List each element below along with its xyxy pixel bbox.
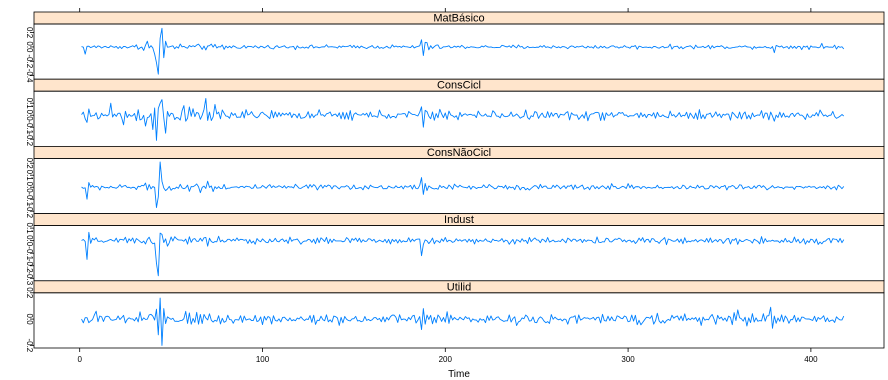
panel-1: ConsCicl 0.10.0-0.1-0.2 — [25, 78, 885, 147]
y-tick-label: -0.2 — [25, 54, 34, 68]
y-tick-label: 0.2 — [25, 287, 34, 299]
y-tick-label: 0.0 — [25, 110, 34, 122]
panel-strip-label: ConsNãoCicl — [427, 147, 491, 159]
x-tick-label: 400 — [804, 355, 818, 364]
x-tick-label: 0 — [77, 355, 82, 364]
y-tick-label: -0.4 — [25, 69, 34, 83]
x-tick-label: 100 — [256, 355, 270, 364]
series-line-1 — [81, 97, 845, 141]
y-tick-label: 0.0 — [25, 235, 34, 247]
panel-2: ConsNãoCicl 0.20.10.0-0.1-0.2 — [25, 145, 885, 219]
panel-0: MatBásico 0.2 0.0-0.2-0.4 — [25, 11, 885, 83]
y-tick-label: 0.1 — [25, 170, 34, 182]
x-tick-label: 200 — [439, 355, 453, 364]
y-tick-label: -0.1 — [25, 246, 34, 260]
panel-strip-label: Indust — [444, 214, 474, 226]
panel-strip-label: ConsCicl — [437, 80, 481, 92]
y-tick-label: 0.0 — [25, 182, 34, 194]
x-tick-label: 300 — [621, 355, 635, 364]
series-line-0 — [81, 27, 845, 75]
y-tick-label: -0.1 — [25, 192, 34, 206]
panel-strip-label: MatBásico — [433, 13, 484, 25]
y-tick-label: 0.0 — [25, 314, 34, 326]
y-tick-label: -0.2 — [25, 259, 34, 273]
panel-4: Utilid 0.2 0.0 -0.2 — [25, 280, 885, 353]
panel-frame — [33, 90, 885, 147]
y-tick-label: -0.2 — [25, 132, 34, 146]
series-line-2 — [81, 161, 845, 209]
y-tick-label: 0.2 — [25, 27, 34, 39]
panel-frame — [33, 292, 885, 349]
y-tick-label: -0.1 — [25, 120, 34, 134]
panel-3: Indust 0.10.0-0.1-0.2-0.3 — [25, 213, 885, 286]
series-line-4 — [81, 297, 845, 346]
y-tick-label: -0.2 — [25, 338, 34, 352]
y-tick-label: 0.1 — [25, 223, 34, 235]
panel-strip-label: Utilid — [447, 281, 471, 293]
x-axis-title: Time — [448, 369, 470, 380]
y-tick-label: -0.2 — [25, 204, 34, 218]
y-tick-label: 0.1 — [25, 98, 34, 110]
y-tick-label: 0.0 — [25, 41, 34, 53]
series-line-3 — [81, 231, 845, 277]
y-tick-label: 0.2 — [25, 158, 34, 170]
y-tick-label: -0.3 — [25, 271, 34, 285]
